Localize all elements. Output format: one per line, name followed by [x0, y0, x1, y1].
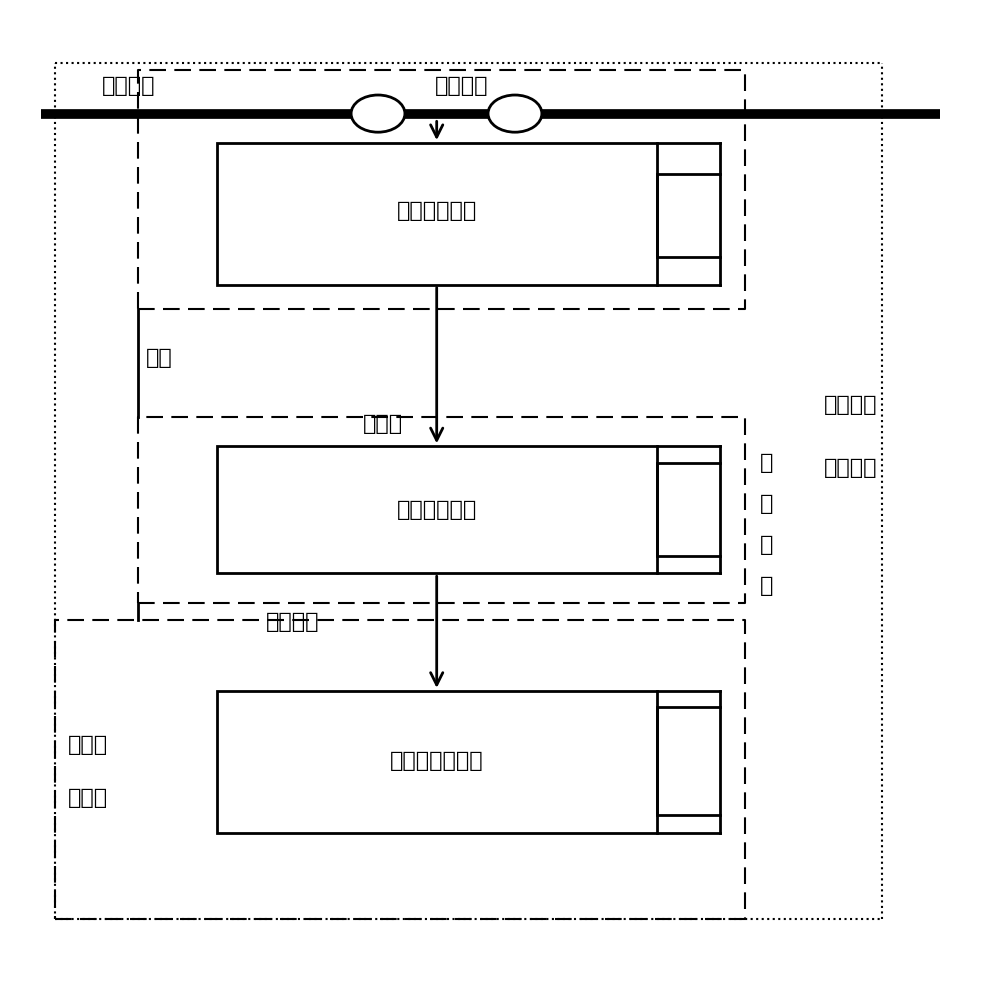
Text: 一次线路: 一次线路 [102, 76, 155, 96]
Bar [217, 691, 657, 833]
Text: 控制、保护系统: 控制、保护系统 [389, 751, 484, 771]
Text: 保护室: 保护室 [68, 788, 108, 808]
Text: 数字信号: 数字信号 [266, 612, 319, 632]
Text: 络: 络 [759, 576, 773, 596]
Bar [217, 143, 657, 285]
Text: 模拟信号: 模拟信号 [435, 76, 488, 96]
Text: 控制、: 控制、 [68, 735, 108, 755]
Text: 数: 数 [759, 453, 773, 473]
Bar [657, 174, 720, 257]
Bar [217, 446, 657, 573]
Text: 光数字转换器: 光数字转换器 [396, 500, 477, 520]
Text: 光信号: 光信号 [363, 414, 403, 434]
Text: 流互感器: 流互感器 [824, 458, 877, 478]
Text: 网: 网 [759, 535, 773, 555]
Bar [657, 707, 720, 815]
Text: 光电流传感器: 光电流传感器 [396, 201, 477, 221]
Ellipse shape [351, 95, 405, 132]
Bar [657, 463, 720, 556]
Ellipse shape [489, 95, 542, 132]
Text: 据: 据 [759, 494, 773, 514]
Text: 光纤: 光纤 [146, 348, 173, 368]
Text: 光电式电: 光电式电 [824, 395, 877, 415]
